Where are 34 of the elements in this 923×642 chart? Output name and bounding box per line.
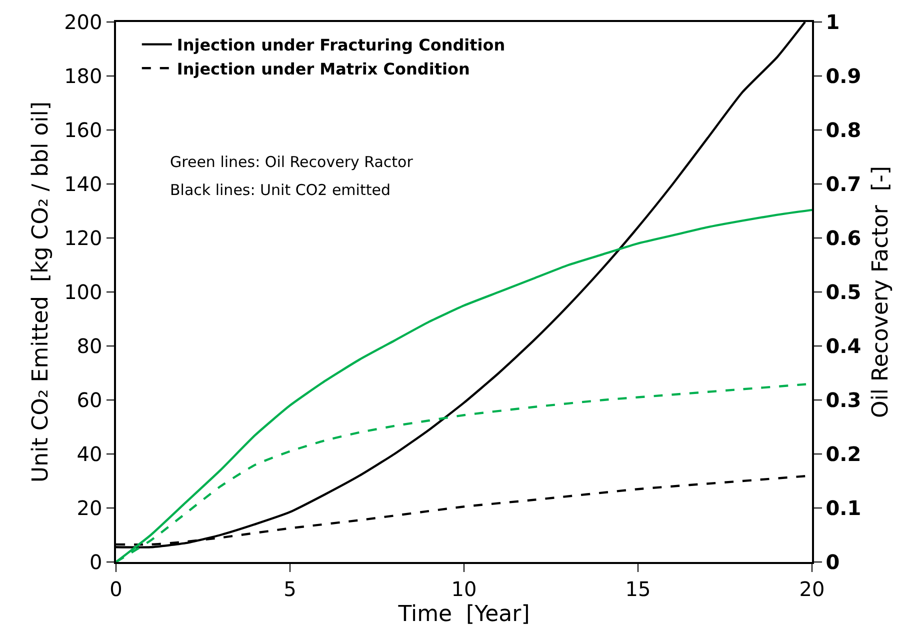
y2-tick-label: 0.6 (826, 226, 862, 250)
y-tick-label: 60 (76, 388, 102, 412)
y2-tick-label: 0.8 (826, 118, 862, 142)
y-tick-label: 140 (64, 172, 102, 196)
y2-tick-label: 0.2 (826, 442, 862, 466)
y2-tick-label: 0.4 (826, 334, 862, 358)
annotation: Green lines: Oil Recovery Ractor (170, 153, 414, 171)
x-tick-label: 15 (625, 576, 651, 601)
x-tick-label: 10 (451, 576, 477, 601)
y-tick-label: 0 (90, 550, 102, 574)
y2-tick-label: 1 (826, 10, 840, 34)
y-tick-label: 120 (64, 226, 102, 250)
x-axis-title: Time [Year] (397, 602, 530, 628)
y-axis-title: Unit CO₂ Emitted [kg CO₂ / bbl oil] (28, 102, 54, 482)
y2-tick-label: 0.9 (826, 64, 862, 88)
y-tick-label: 100 (64, 280, 102, 304)
legend-label: Injection under Fracturing Condition (176, 36, 506, 55)
y-tick-label: 40 (76, 442, 102, 466)
y-tick-label: 160 (64, 118, 102, 142)
y2-tick-label: 0.5 (826, 280, 862, 304)
x-tick-label: 0 (110, 576, 122, 601)
y-tick-label: 180 (64, 64, 102, 88)
y2-axis-title: Oil Recovery Factor [-] (868, 166, 894, 418)
x-tick-label: 5 (284, 576, 296, 601)
y2-tick-label: 0.7 (826, 172, 862, 196)
y2-tick-label: 0.3 (826, 388, 862, 412)
y-tick-label: 200 (64, 10, 102, 34)
y-tick-label: 80 (76, 334, 102, 358)
y2-tick-label: 0.1 (826, 496, 862, 520)
annotation: Black lines: Unit CO2 emitted (170, 181, 390, 199)
x-tick-label: 20 (799, 576, 825, 601)
y-tick-label: 20 (76, 496, 102, 520)
legend-label: Injection under Matrix Condition (176, 59, 470, 78)
y2-tick-label: 0 (826, 550, 840, 574)
